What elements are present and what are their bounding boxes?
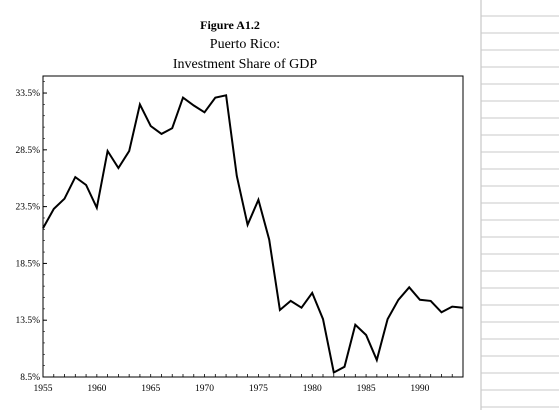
x-tick-label: 1990 xyxy=(410,384,429,394)
x-tick-label: 1980 xyxy=(303,384,322,394)
x-tick-label: 1955 xyxy=(34,384,53,394)
x-tick-label: 1965 xyxy=(141,384,160,394)
series-layer xyxy=(42,94,464,375)
x-tick-label: 1985 xyxy=(357,384,376,394)
y-tick-label: 13.5% xyxy=(15,316,40,326)
figure-label: Figure A1.2 xyxy=(200,18,260,32)
y-tick-label: 8.5% xyxy=(20,373,40,383)
series-line xyxy=(42,94,464,375)
y-axis: 8.5% 13.5% 18.5% 23.5% 28.5% 33.5% xyxy=(15,81,47,383)
x-axis: 1955 1960 1965 1970 1975 1980 1985 1990 xyxy=(34,374,464,394)
chart-title-line-1: Puerto Rico: xyxy=(210,37,280,52)
x-tick-label: 1960 xyxy=(87,384,106,394)
x-tick-label: 1970 xyxy=(195,384,214,394)
y-tick-label: 28.5% xyxy=(15,146,40,156)
spreadsheet-gridlines xyxy=(480,0,559,410)
chart-title-line-2: Investment Share of GDP xyxy=(173,57,317,72)
x-tick-label: 1975 xyxy=(249,384,268,394)
plot-area xyxy=(42,75,464,378)
y-tick-label: 33.5% xyxy=(15,89,40,99)
y-tick-label: 23.5% xyxy=(15,203,40,213)
y-tick-label: 18.5% xyxy=(15,259,40,269)
